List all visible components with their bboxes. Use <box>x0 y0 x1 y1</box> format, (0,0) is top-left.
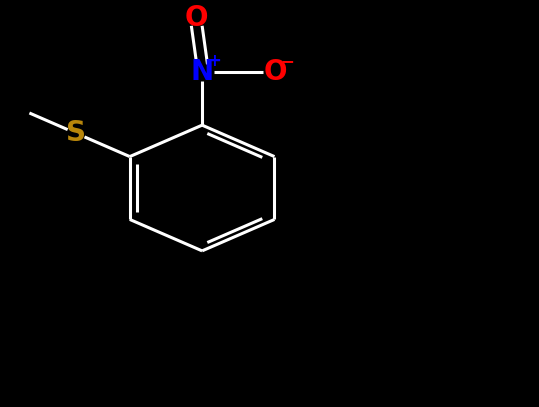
Text: O: O <box>263 59 287 86</box>
Text: −: − <box>280 53 294 70</box>
Text: S: S <box>66 119 86 147</box>
Text: N: N <box>191 59 213 86</box>
Text: +: + <box>208 53 222 70</box>
Text: O: O <box>185 4 209 32</box>
